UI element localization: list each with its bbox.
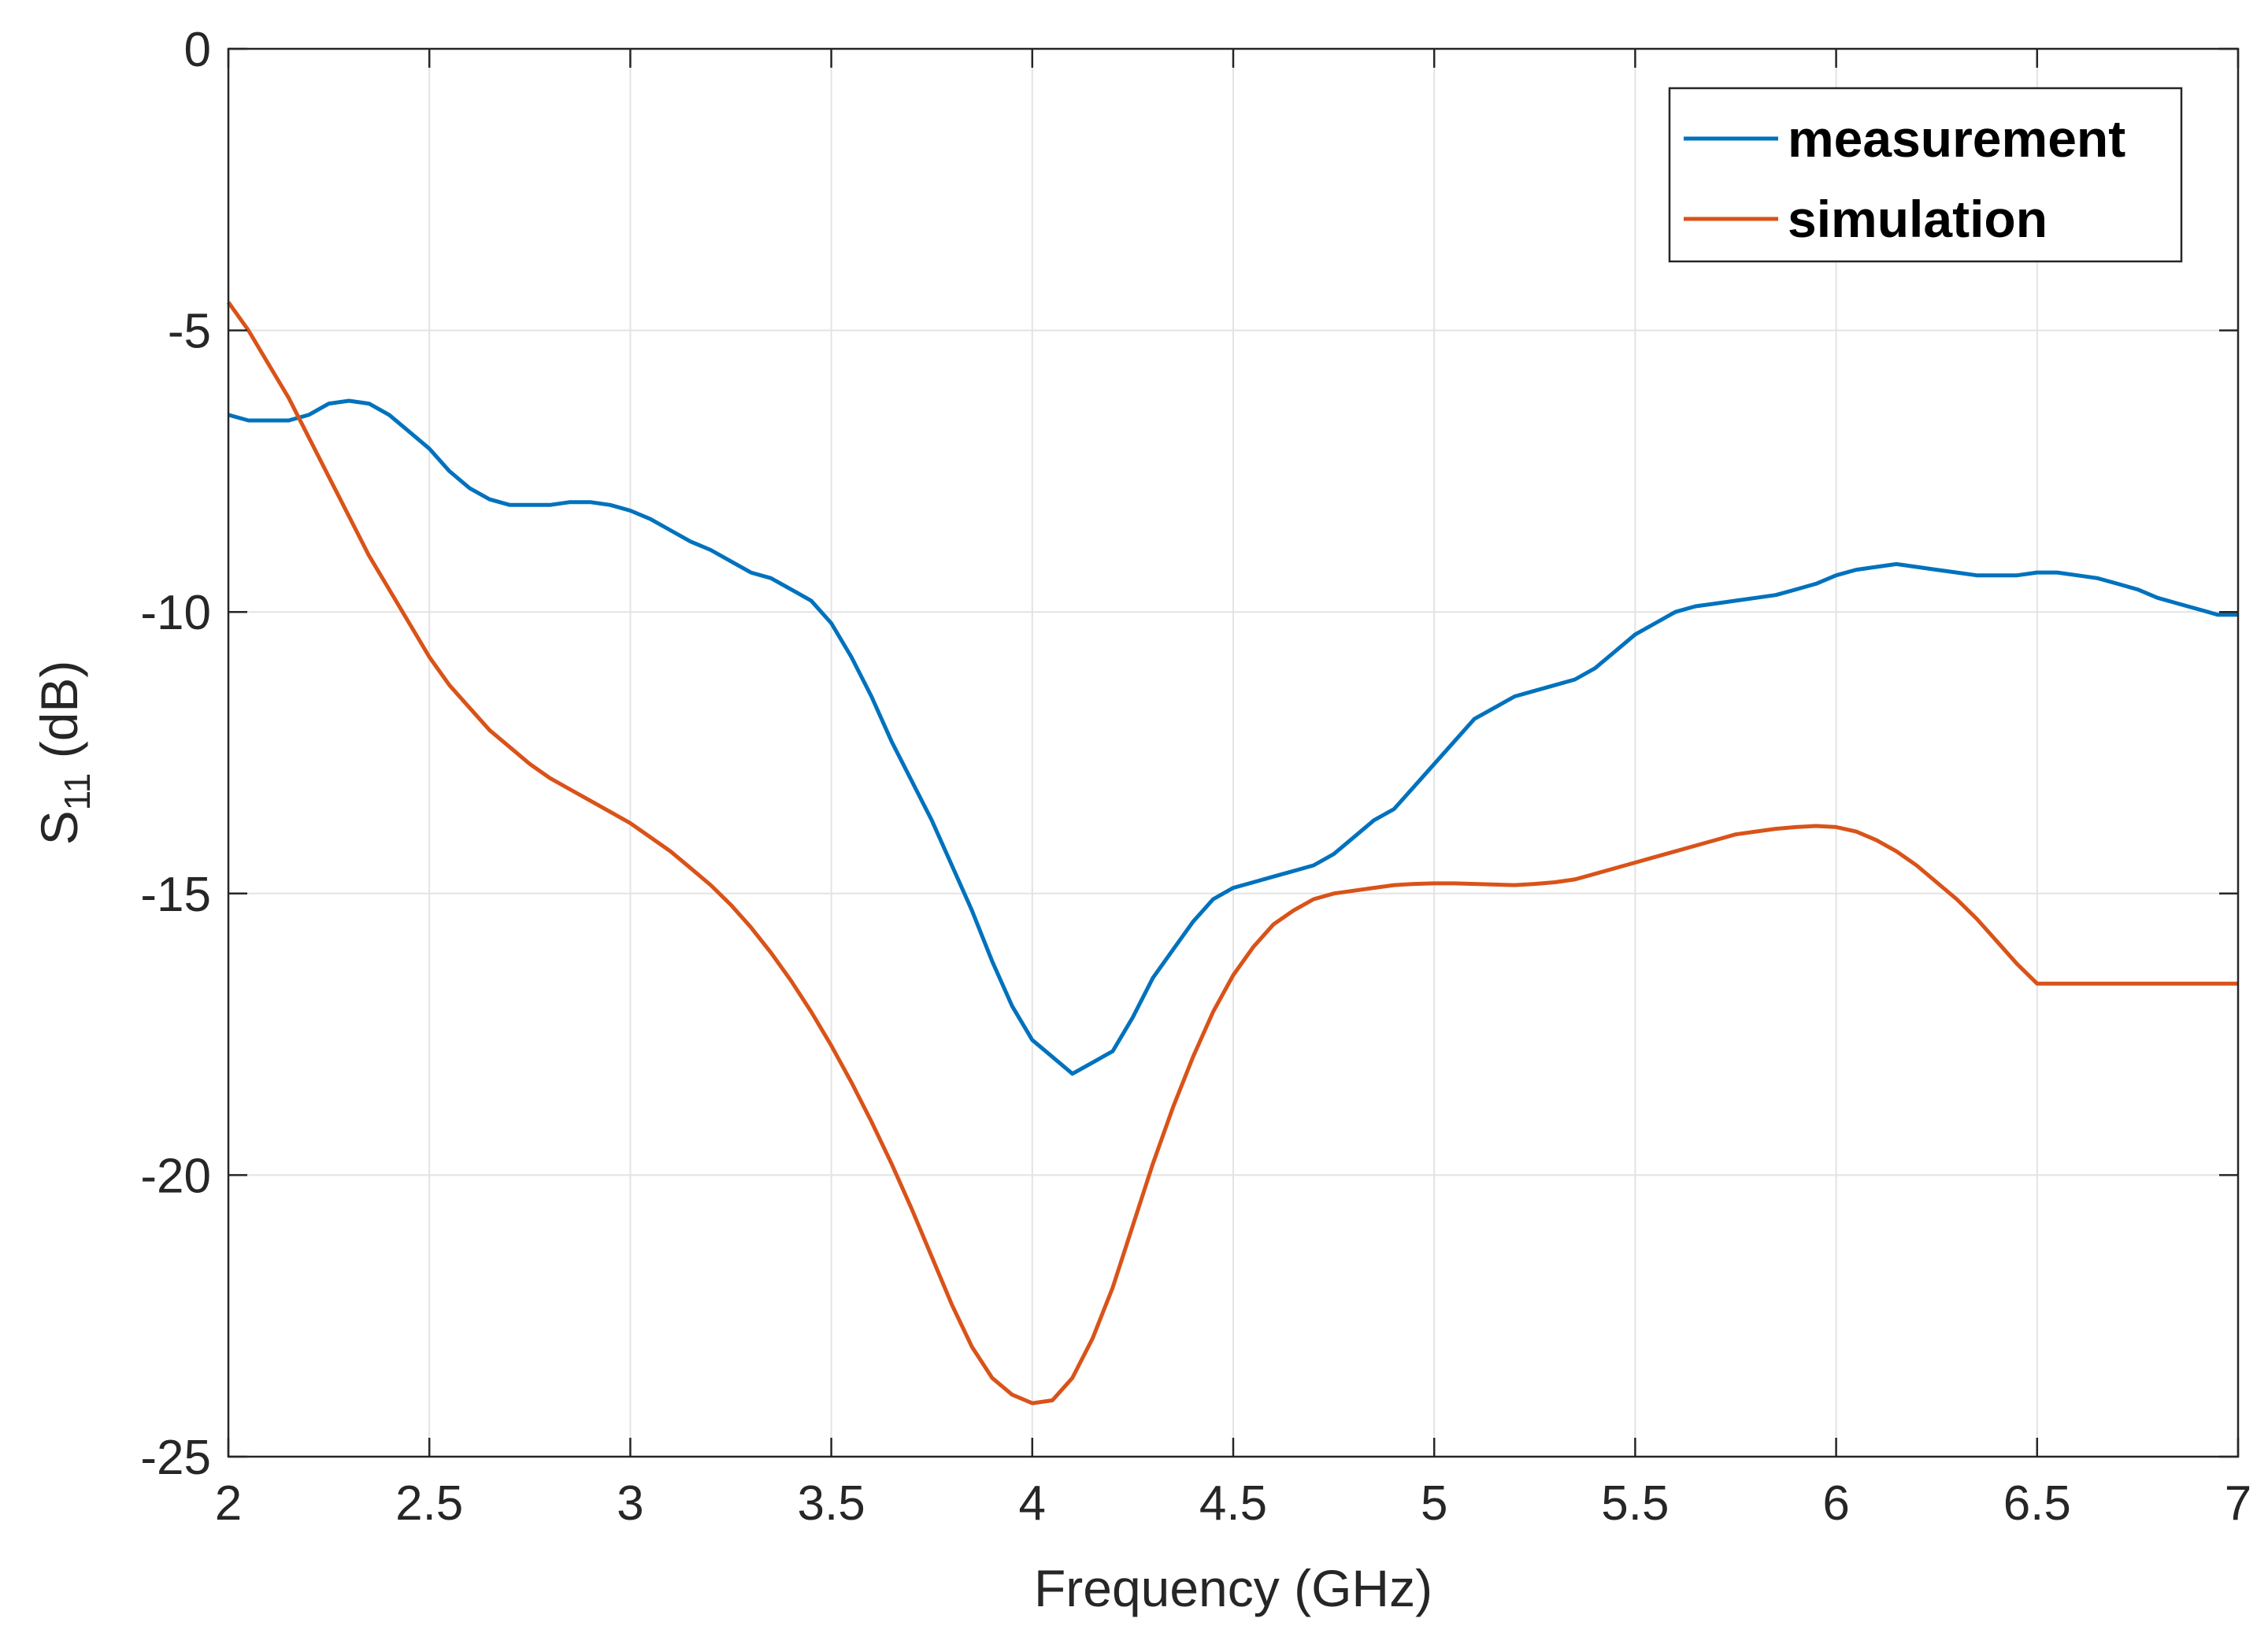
x-tick-label: 5.5 [1601,1476,1669,1531]
y-tick-label: -10 [140,586,211,640]
axes [227,47,2240,1458]
legend-label-simulation: simulation [1788,190,2048,248]
x-tick-label: 3 [617,1476,643,1531]
y-tick-label: -15 [140,868,211,922]
series-line-simulation [226,301,2238,1405]
y-axis-label-subscript: 11 [57,773,98,811]
x-tick-label: 4 [1019,1476,1046,1531]
y-tick-label: -5 [168,305,211,359]
y-tick-label: -20 [140,1149,211,1203]
x-tick-label: 3.5 [797,1476,865,1531]
x-tick-label: 4.5 [1199,1476,1267,1531]
y-tick-label: 0 [184,23,211,77]
x-tick-label: 2 [215,1476,242,1531]
y-tick-label: -25 [140,1431,211,1485]
series-line-measurement [228,398,2238,1076]
legend: measurement simulation [1668,87,2183,263]
x-axis-label: Frequency (GHz) [1034,1559,1432,1617]
x-tick-label: 7 [2225,1476,2251,1531]
y-axis-label-unit: (dB) [30,661,88,773]
legend-box [1668,87,2183,263]
legend-label-measurement: measurement [1788,109,2125,168]
tick-labels: 2 2.5 3 3.5 4 4.5 5 5.5 6 6.5 7 0 -5 -10 -15 -20 -25 [140,23,2251,1531]
y-axis-label-main: S [30,810,88,845]
y-axis-label: S11 (dB) [30,661,98,846]
x-tick-label: 6 [1822,1476,1849,1531]
x-tick-label: 6.5 [2003,1476,2071,1531]
x-tick-label: 2.5 [395,1476,463,1531]
series-lines [226,301,2238,1405]
x-tick-label: 5 [1421,1476,1447,1531]
